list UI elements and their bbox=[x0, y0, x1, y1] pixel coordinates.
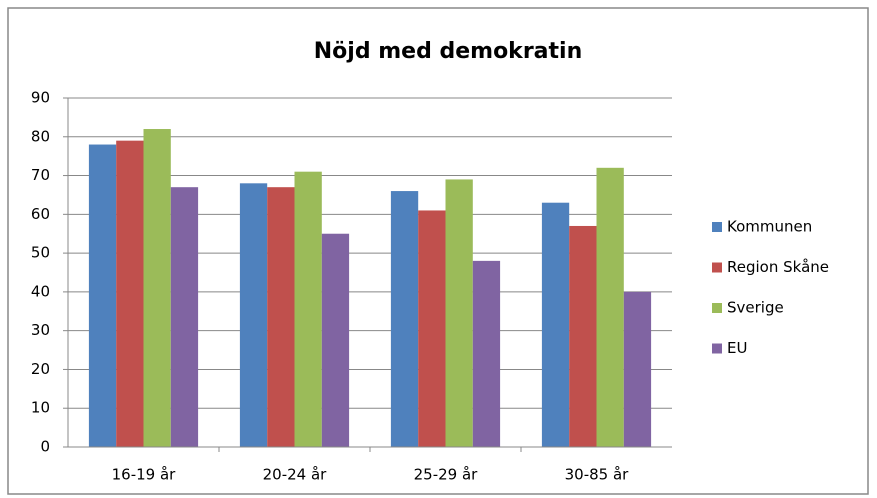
y-tick-label: 60 bbox=[31, 205, 50, 223]
x-tick-label: 25-29 år bbox=[414, 466, 479, 484]
legend-swatch bbox=[712, 222, 722, 232]
bar bbox=[321, 233, 350, 447]
bar bbox=[143, 129, 171, 447]
chart-title: Nöjd med demokratin bbox=[314, 39, 582, 64]
bar bbox=[88, 144, 117, 448]
x-tick-label: 20-24 år bbox=[263, 466, 328, 484]
bar bbox=[116, 140, 144, 447]
y-tick-label: 90 bbox=[31, 89, 50, 107]
y-tick-label: 30 bbox=[31, 321, 50, 339]
y-tick-label: 70 bbox=[31, 166, 50, 184]
bar bbox=[418, 210, 446, 447]
y-tick-label: 0 bbox=[40, 438, 50, 456]
bar bbox=[472, 260, 501, 447]
y-tick-label: 20 bbox=[31, 360, 50, 378]
legend-label: Kommunen bbox=[727, 218, 812, 236]
y-tick-label: 10 bbox=[31, 399, 50, 417]
legend-label: Sverige bbox=[727, 299, 784, 317]
y-tick-label: 50 bbox=[31, 244, 50, 262]
bar bbox=[596, 167, 624, 448]
bar bbox=[445, 179, 473, 447]
bar bbox=[239, 183, 268, 448]
y-tick-label: 80 bbox=[31, 127, 50, 145]
legend-swatch bbox=[712, 303, 722, 313]
bar bbox=[623, 291, 652, 447]
bar bbox=[390, 191, 419, 447]
y-tick-label: 40 bbox=[31, 282, 50, 300]
bar bbox=[569, 225, 597, 447]
bar bbox=[170, 187, 199, 447]
x-tick-label: 30-85 år bbox=[565, 466, 630, 484]
bar bbox=[267, 187, 295, 447]
legend-swatch bbox=[712, 343, 722, 354]
legend-label: EU bbox=[727, 339, 747, 357]
legend-label: Region Skåne bbox=[727, 258, 829, 276]
legend-swatch bbox=[712, 262, 722, 273]
x-tick-label: 16-19 år bbox=[112, 466, 177, 484]
bar bbox=[541, 202, 570, 447]
bar bbox=[294, 171, 322, 447]
